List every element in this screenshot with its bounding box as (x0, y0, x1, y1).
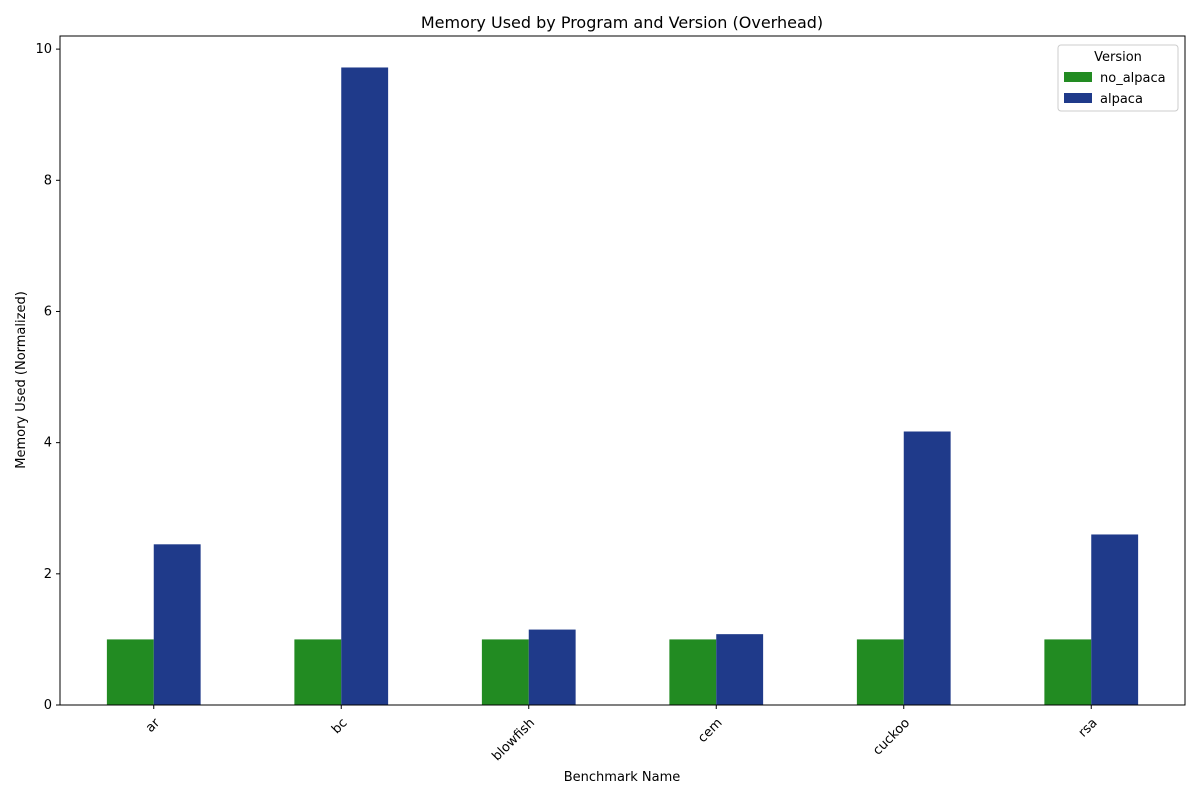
x-tick-label: bc (329, 716, 351, 738)
x-tick-label: ar (143, 715, 163, 735)
bar-no_alpaca-ar (106, 639, 154, 705)
y-tick-label: 2 (44, 567, 52, 582)
y-tick-label: 8 (44, 173, 52, 188)
legend-label-alpaca: alpaca (1100, 92, 1143, 107)
bar-alpaca-cem (716, 634, 764, 705)
x-axis-label: Benchmark Name (564, 770, 681, 785)
bar-alpaca-bc (341, 67, 389, 706)
bar-no_alpaca-blowfish (481, 639, 529, 705)
bar-alpaca-rsa (1091, 534, 1139, 705)
bar-no_alpaca-cuckoo (856, 639, 904, 705)
y-tick-label: 6 (44, 304, 52, 319)
x-axis: ar bc blowfish cem cuckoo rsa (143, 705, 1101, 764)
y-tick-label: 0 (44, 698, 52, 713)
x-tick-label: rsa (1076, 716, 1101, 741)
legend-swatch-no_alpaca (1064, 72, 1092, 82)
bar-alpaca-blowfish (528, 629, 576, 705)
y-tick-label: 4 (44, 436, 52, 451)
plot-area (59, 35, 1186, 706)
y-axis-label: Memory Used (Normalized) (14, 291, 29, 469)
legend-swatch-alpaca (1064, 93, 1092, 103)
chart-title: Memory Used by Program and Version (Over… (421, 13, 823, 32)
bar-no_alpaca-cem (669, 639, 717, 705)
legend-title: Version (1094, 50, 1142, 65)
bar-alpaca-cuckoo (903, 431, 951, 705)
x-tick-label: cuckoo (870, 716, 913, 759)
bar-no_alpaca-bc (294, 639, 342, 705)
bar-no_alpaca-rsa (1044, 639, 1092, 705)
x-tick-label: cem (695, 716, 725, 746)
plot-frame (59, 35, 1186, 706)
bar-alpaca-ar (153, 544, 201, 705)
y-tick-label: 10 (35, 42, 52, 57)
x-tick-label: blowfish (490, 716, 539, 765)
y-axis: 0 2 4 6 8 10 (35, 42, 60, 713)
legend-label-no_alpaca: no_alpaca (1100, 71, 1166, 86)
